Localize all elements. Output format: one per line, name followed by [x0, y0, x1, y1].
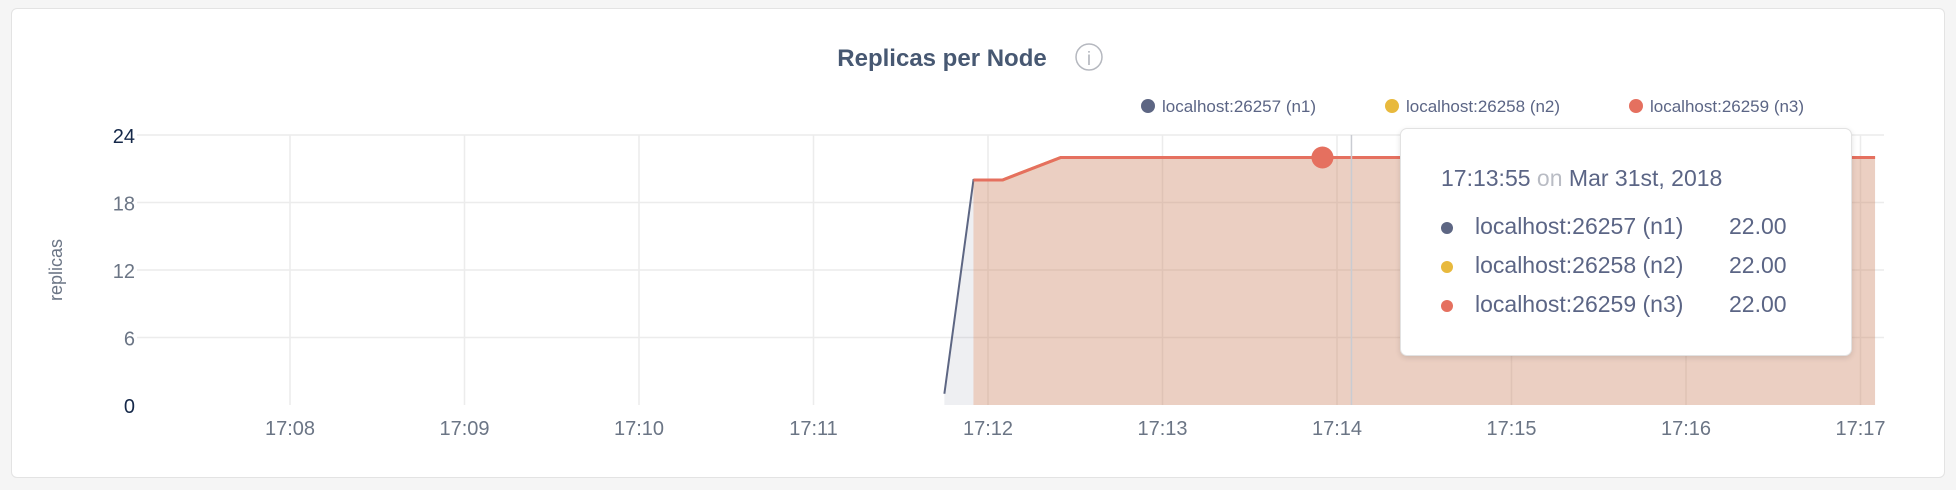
legend-item: localhost:26257 (n1)	[1162, 97, 1316, 116]
x-tick-label: 17:10	[614, 418, 664, 440]
tooltip-label: localhost:26257 (n1)	[1475, 213, 1684, 239]
x-tick-label: 17:12	[963, 418, 1013, 440]
legend-dot-icon	[1385, 99, 1399, 113]
legend-dot-icon	[1141, 99, 1155, 113]
x-tick-label: 17:08	[265, 418, 315, 440]
chart-title: Replicas per Node	[837, 45, 1046, 72]
chart-tooltip: 17:13:55 on Mar 31st, 2018 localhost:262…	[1400, 128, 1852, 356]
tooltip-time: 17:13:55	[1441, 165, 1531, 191]
tooltip-value: 22.00	[1729, 291, 1787, 317]
y-tick-label: 24	[113, 126, 135, 148]
tooltip-on: on	[1536, 165, 1563, 191]
x-tick-label: 17:14	[1312, 418, 1362, 440]
info-icon-glyph: i	[1087, 49, 1091, 70]
hover-point	[1311, 146, 1334, 169]
tooltip-value: 22.00	[1729, 252, 1787, 278]
series-dot-icon	[1441, 222, 1453, 234]
y-axis-label: replicas	[46, 239, 66, 301]
x-tick-label: 17:17	[1835, 418, 1885, 440]
tooltip-date: Mar 31st, 2018	[1568, 165, 1723, 191]
x-tick-label: 17:15	[1486, 418, 1536, 440]
legend-item: localhost:26259 (n3)	[1650, 97, 1804, 116]
legend-dot-icon	[1629, 99, 1643, 113]
tooltip-label: localhost:26258 (n2)	[1475, 252, 1684, 278]
x-tick-label: 17:11	[789, 418, 838, 440]
tooltip-value: 22.00	[1729, 213, 1787, 239]
x-tick-label: 17:09	[439, 418, 489, 440]
y-tick-label: 12	[113, 261, 135, 283]
y-tick-label: 0	[124, 396, 135, 418]
y-tick-label: 6	[124, 329, 135, 351]
tooltip-label: localhost:26259 (n3)	[1475, 291, 1684, 317]
x-tick-label: 17:13	[1137, 418, 1187, 440]
series-dot-icon	[1441, 300, 1453, 312]
y-tick-label: 18	[113, 194, 135, 216]
info-icon	[1075, 43, 1103, 71]
series-dot-icon	[1441, 261, 1453, 273]
legend-item: localhost:26258 (n2)	[1406, 97, 1560, 116]
x-tick-label: 17:16	[1661, 418, 1711, 440]
tooltip-title: 17:13:55 on Mar 31st, 2018	[1441, 165, 1722, 192]
